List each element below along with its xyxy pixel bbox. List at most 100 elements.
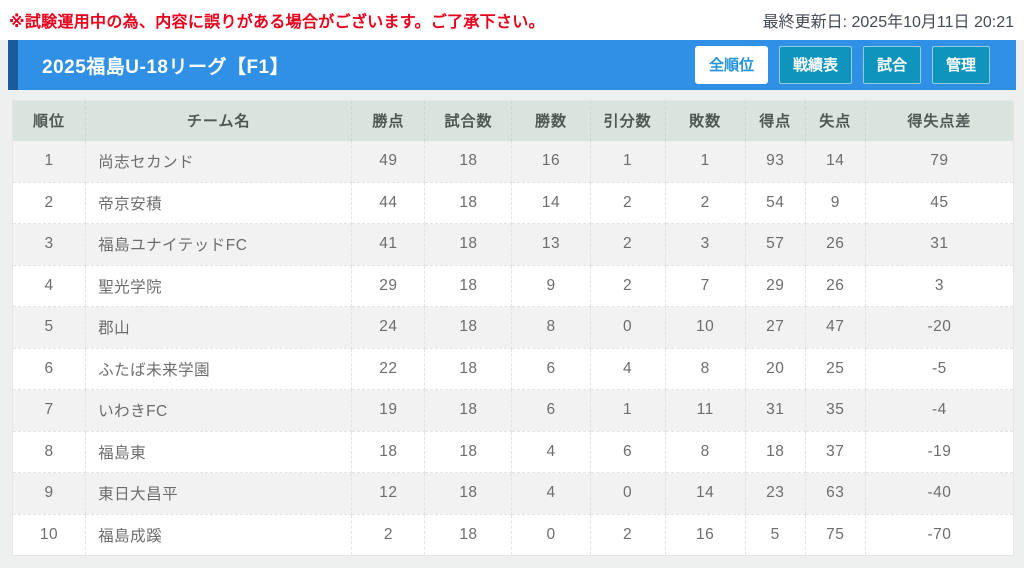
stat-cell: 27 (745, 306, 806, 349)
stat-cell: 8 (665, 431, 746, 473)
column-header: 勝点 (351, 100, 426, 141)
column-header: 引分数 (590, 100, 666, 141)
stat-cell: 79 (865, 140, 1014, 183)
stat-cell: 2 (665, 182, 746, 224)
stat-cell: 2 (351, 514, 426, 556)
stat-cell: -4 (865, 389, 1014, 432)
stat-cell: 8 (665, 348, 746, 390)
stat-cell: 18 (424, 182, 513, 224)
stat-cell: 4 (511, 431, 591, 473)
rank-cell: 8 (12, 431, 87, 473)
rank-cell: 7 (12, 389, 87, 432)
standings-table-wrap: 順位 チーム名 勝点 試合数 勝数 引分数 敗数 得点 失点 得失点差 1 尚志セカンド 49 18 16… (12, 100, 1014, 556)
table-row: 4 聖光学院 29 18 9 2 7 29 26 3 (12, 265, 1014, 307)
stat-cell: 0 (590, 306, 666, 349)
stat-cell: 41 (351, 223, 426, 266)
stat-cell: 1 (590, 389, 666, 432)
column-header: 順位 (12, 100, 87, 141)
rank-cell: 5 (12, 306, 87, 349)
stat-cell: 20 (745, 348, 806, 390)
team-name-cell: 福島東 (85, 431, 353, 473)
stat-cell: 25 (805, 348, 866, 390)
table-body: 1 尚志セカンド 49 18 16 1 1 93 14 79 2 帝京安積 44 18 14 2 2 54 9 45 3… (12, 140, 1014, 556)
team-name-cell: 尚志セカンド (85, 140, 353, 183)
tab-results-table[interactable]: 戦績表 (778, 46, 852, 84)
stat-cell: 29 (745, 265, 806, 307)
stat-cell: 44 (351, 182, 426, 224)
stat-cell: 31 (745, 389, 806, 432)
header-tabs: 全順位 戦績表 試合 管理 (694, 46, 990, 84)
stat-cell: 6 (511, 389, 591, 432)
stat-cell: 0 (590, 472, 666, 515)
warning-text: ※試験運用中の為、内容に誤りがある場合がございます。ご了承下さい。 (9, 14, 545, 31)
stat-cell: 18 (424, 223, 513, 266)
rank-cell: 10 (12, 514, 87, 556)
page-title: 2025福島U-18リーグ【F1】 (42, 56, 290, 78)
stat-cell: 18 (424, 348, 513, 390)
stat-cell: 63 (805, 472, 866, 515)
stat-cell: 29 (351, 265, 426, 307)
stat-cell: 18 (745, 431, 806, 473)
last-updated-text: 最終更新日: 2025年10月11日 20:21 (762, 14, 1014, 31)
stat-cell: 19 (351, 389, 426, 432)
rank-cell: 2 (12, 182, 87, 224)
table-row: 6 ふたば未来学園 22 18 6 4 8 20 25 -5 (12, 348, 1014, 390)
tab-matches[interactable]: 試合 (862, 46, 921, 84)
column-header: 得点 (745, 100, 806, 141)
tab-all-rankings[interactable]: 全順位 (694, 46, 768, 84)
stat-cell: 4 (590, 348, 666, 390)
stat-cell: 26 (805, 223, 866, 266)
tab-admin[interactable]: 管理 (931, 46, 990, 84)
stat-cell: 54 (745, 182, 806, 224)
stat-cell: -70 (865, 514, 1014, 556)
stat-cell: 8 (511, 306, 591, 349)
stat-cell: 12 (351, 472, 426, 515)
stat-cell: 16 (665, 514, 746, 556)
stat-cell: 18 (424, 140, 513, 183)
stat-cell: 93 (745, 140, 806, 183)
stat-cell: 18 (351, 431, 426, 473)
table-row: 9 東日大昌平 12 18 4 0 14 23 63 -40 (12, 472, 1014, 515)
stat-cell: -5 (865, 348, 1014, 390)
stat-cell: 23 (745, 472, 806, 515)
stat-cell: 6 (511, 348, 591, 390)
stat-cell: 2 (590, 223, 666, 266)
stat-cell: 18 (424, 389, 513, 432)
stat-cell: 14 (511, 182, 591, 224)
column-header: 試合数 (424, 100, 513, 141)
stat-cell: 18 (424, 265, 513, 307)
team-name-cell: 郡山 (85, 306, 353, 349)
team-name-cell: いわきFC (85, 389, 353, 432)
stat-cell: 14 (805, 140, 866, 183)
stat-cell: 18 (424, 431, 513, 473)
header-accent-bar (8, 40, 18, 90)
column-header: 得失点差 (865, 100, 1014, 141)
table-row: 5 郡山 24 18 8 0 10 27 47 -20 (12, 306, 1014, 349)
stat-cell: 6 (590, 431, 666, 473)
stat-cell: 3 (865, 265, 1014, 307)
stat-cell: 31 (865, 223, 1014, 266)
rank-cell: 6 (12, 348, 87, 390)
team-name-cell: 聖光学院 (85, 265, 353, 307)
stat-cell: 14 (665, 472, 746, 515)
stat-cell: 3 (665, 223, 746, 266)
stat-cell: 22 (351, 348, 426, 390)
stat-cell: -20 (865, 306, 1014, 349)
column-header: チーム名 (85, 100, 353, 141)
stat-cell: 49 (351, 140, 426, 183)
rank-cell: 4 (12, 265, 87, 307)
stat-cell: 13 (511, 223, 591, 266)
team-name-cell: 東日大昌平 (85, 472, 353, 515)
standings-table: 順位 チーム名 勝点 試合数 勝数 引分数 敗数 得点 失点 得失点差 1 尚志セカンド 49 18 16… (12, 100, 1014, 556)
stat-cell: 4 (511, 472, 591, 515)
stat-cell: 10 (665, 306, 746, 349)
team-name-cell: 福島ユナイテッドFC (85, 223, 353, 266)
column-header: 敗数 (665, 100, 746, 141)
stat-cell: 11 (665, 389, 746, 432)
stat-cell: 9 (511, 265, 591, 307)
stat-cell: 18 (424, 514, 513, 556)
stat-cell: 9 (805, 182, 866, 224)
stat-cell: 35 (805, 389, 866, 432)
stat-cell: 2 (590, 182, 666, 224)
stat-cell: -40 (865, 472, 1014, 515)
